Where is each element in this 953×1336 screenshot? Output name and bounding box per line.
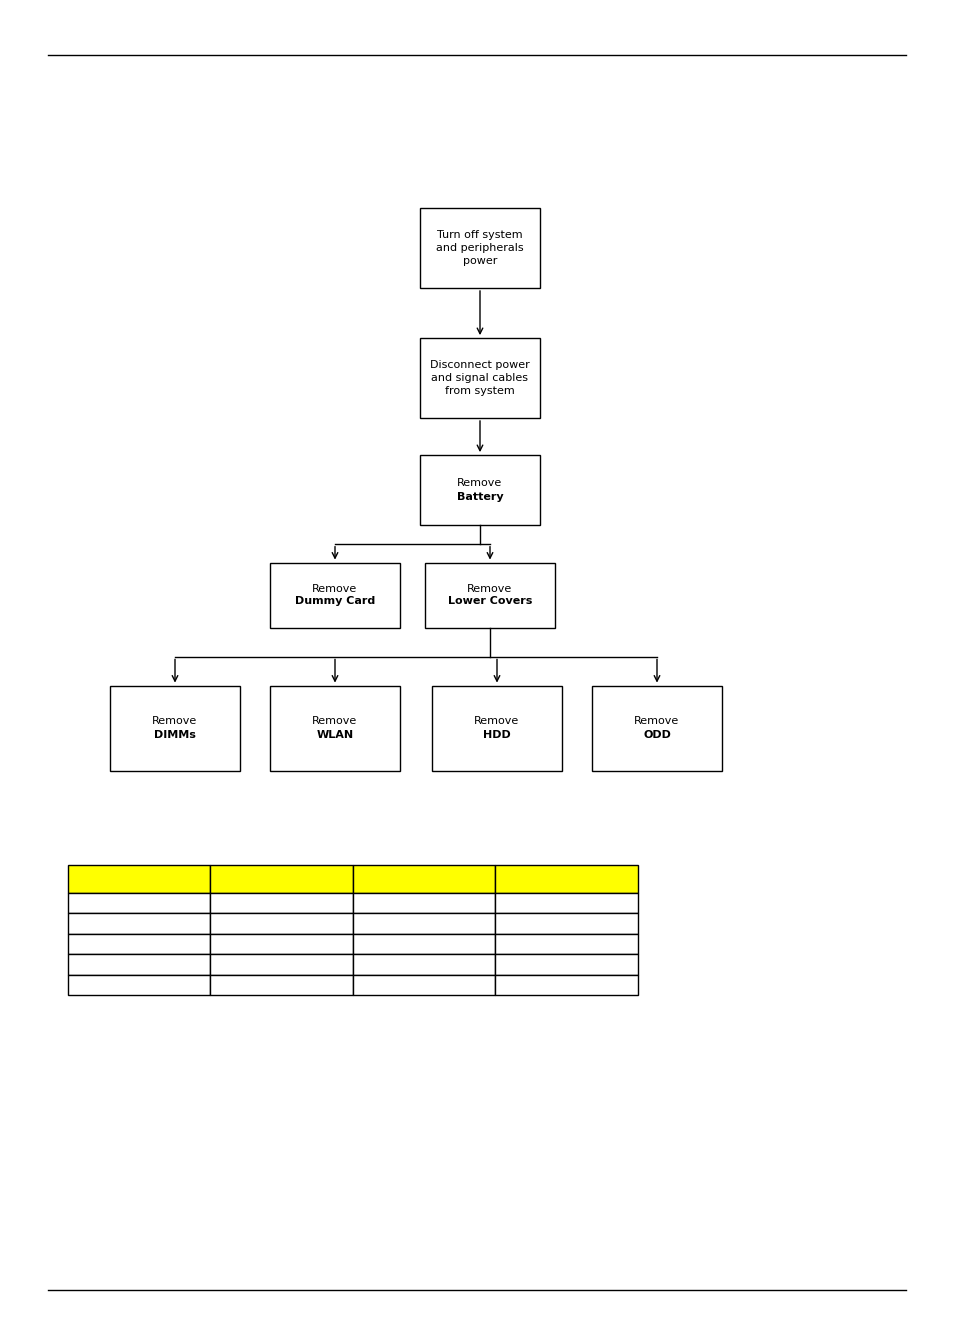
Bar <box>68 892 211 914</box>
Bar <box>211 892 353 914</box>
Text: and signal cables: and signal cables <box>431 373 528 383</box>
Bar <box>211 934 353 954</box>
Bar <box>592 685 721 771</box>
Text: Disconnect power: Disconnect power <box>430 359 529 370</box>
Bar <box>110 685 240 771</box>
Text: Remove: Remove <box>456 478 502 489</box>
Bar <box>419 338 539 418</box>
Text: Remove: Remove <box>634 716 679 727</box>
Text: from system: from system <box>445 386 515 395</box>
Bar <box>419 208 539 289</box>
Bar <box>353 914 495 934</box>
Bar <box>211 914 353 934</box>
Bar <box>419 456 539 525</box>
Bar <box>353 892 495 914</box>
Bar <box>211 974 353 995</box>
Text: Lower Covers: Lower Covers <box>447 596 532 607</box>
Text: Remove: Remove <box>474 716 519 727</box>
Text: Battery: Battery <box>456 492 503 501</box>
Bar <box>432 685 561 771</box>
Text: HDD: HDD <box>482 729 511 740</box>
Bar <box>68 954 211 974</box>
Text: Remove: Remove <box>467 584 512 593</box>
Text: Remove: Remove <box>312 716 357 727</box>
Text: Turn off system: Turn off system <box>436 230 522 240</box>
Bar <box>68 864 211 892</box>
Bar <box>353 954 495 974</box>
Bar <box>353 974 495 995</box>
Text: and peripherals: and peripherals <box>436 243 523 253</box>
Bar <box>211 954 353 974</box>
Text: WLAN: WLAN <box>316 729 354 740</box>
Text: Remove: Remove <box>312 584 357 593</box>
Bar <box>495 892 638 914</box>
Bar <box>495 974 638 995</box>
Bar <box>353 934 495 954</box>
Bar <box>495 934 638 954</box>
Bar <box>424 562 555 628</box>
Bar <box>495 954 638 974</box>
Bar <box>68 974 211 995</box>
Text: Remove: Remove <box>152 716 197 727</box>
Bar <box>270 562 399 628</box>
Text: Dummy Card: Dummy Card <box>294 596 375 607</box>
Bar <box>353 864 495 892</box>
Bar <box>68 914 211 934</box>
Bar <box>270 685 399 771</box>
Text: power: power <box>462 257 497 266</box>
Bar <box>211 864 353 892</box>
Bar <box>495 864 638 892</box>
Bar <box>495 914 638 934</box>
Text: DIMMs: DIMMs <box>153 729 195 740</box>
Bar <box>68 934 211 954</box>
Text: ODD: ODD <box>642 729 670 740</box>
